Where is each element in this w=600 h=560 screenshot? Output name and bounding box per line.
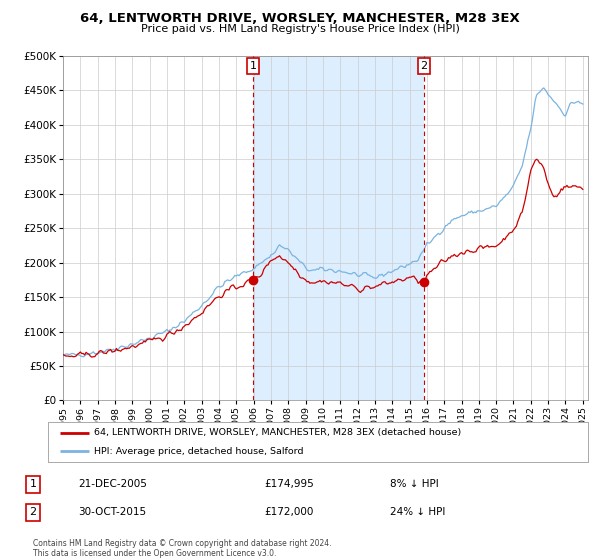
Text: 2: 2 — [421, 61, 427, 71]
Text: 24% ↓ HPI: 24% ↓ HPI — [390, 507, 445, 517]
Text: 2: 2 — [29, 507, 37, 517]
Text: 64, LENTWORTH DRIVE, WORSLEY, MANCHESTER, M28 3EX (detached house): 64, LENTWORTH DRIVE, WORSLEY, MANCHESTER… — [94, 428, 461, 437]
Text: 1: 1 — [250, 61, 257, 71]
Text: £172,000: £172,000 — [264, 507, 313, 517]
Text: £174,995: £174,995 — [264, 479, 314, 489]
Text: 30-OCT-2015: 30-OCT-2015 — [78, 507, 146, 517]
Text: HPI: Average price, detached house, Salford: HPI: Average price, detached house, Salf… — [94, 447, 304, 456]
Text: Contains HM Land Registry data © Crown copyright and database right 2024.
This d: Contains HM Land Registry data © Crown c… — [33, 539, 331, 558]
Text: 21-DEC-2005: 21-DEC-2005 — [78, 479, 147, 489]
Text: Price paid vs. HM Land Registry's House Price Index (HPI): Price paid vs. HM Land Registry's House … — [140, 24, 460, 34]
Bar — [253, 56, 424, 400]
Text: 8% ↓ HPI: 8% ↓ HPI — [390, 479, 439, 489]
Text: 64, LENTWORTH DRIVE, WORSLEY, MANCHESTER, M28 3EX: 64, LENTWORTH DRIVE, WORSLEY, MANCHESTER… — [80, 12, 520, 25]
Text: 1: 1 — [29, 479, 37, 489]
